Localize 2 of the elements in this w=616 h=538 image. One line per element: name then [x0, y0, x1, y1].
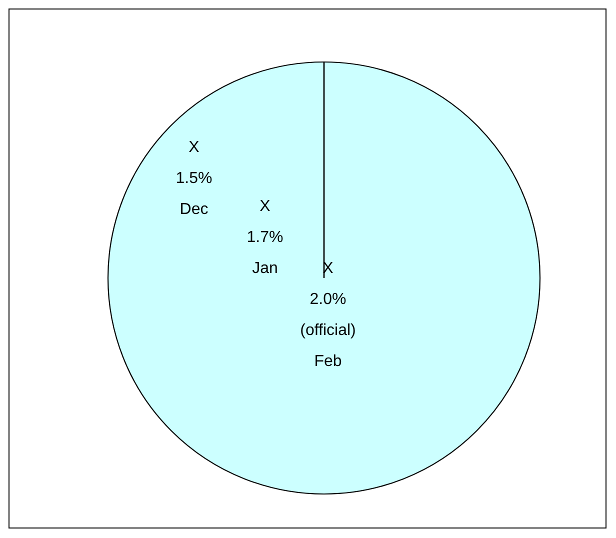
text: X 1.5% Dec	[176, 139, 212, 218]
text: X 1.7% Jan	[246, 198, 284, 277]
